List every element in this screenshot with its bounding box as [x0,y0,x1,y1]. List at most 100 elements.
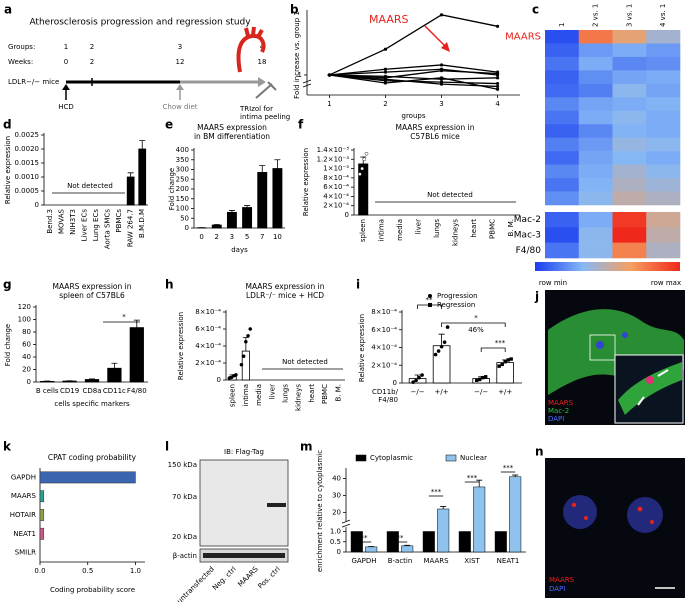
y-tick-label: 120 [18,303,31,311]
x-tick-label: 0.5 [82,567,93,575]
heat-cell [612,137,647,152]
heat-cell [646,124,681,138]
y-tick-label: 30 [332,491,341,499]
data-point [362,157,367,162]
y-tick-label: 2×10⁻⁴ [371,361,397,369]
data-point [414,378,418,383]
nucleus [563,495,597,529]
axis-break [341,519,351,528]
data-point [442,340,447,344]
row-label: Mac-2 [514,215,541,225]
panel-letter: k [3,440,12,454]
x-tick-label: 10 [273,233,282,241]
y-tick-label: SMILR [15,549,36,557]
blot-title: IB: Flag-Tag [224,448,264,456]
legend-label: Mac-2 [548,407,569,415]
point [439,13,444,17]
x-tick-label: F4/80 [127,387,147,395]
timeline-arrow [258,77,266,87]
tissue-stain [618,362,682,415]
panel-j: j MAARS Mac-2 DAPI [534,290,685,425]
error-bar [111,362,118,369]
axis-gap [343,521,349,528]
heat-cell [578,212,613,228]
x-tick-label: PBMC [321,384,329,404]
x-tick-label: CD19 [60,387,79,395]
point [495,76,500,80]
series-line [329,70,498,79]
annotation: *** [431,488,442,496]
heat-cell [612,212,647,228]
point [439,69,444,73]
error-bar [476,479,483,487]
bar [358,163,369,216]
heat-cell [578,178,613,192]
y-axis-label: Relative expression [4,136,12,204]
point [495,84,500,89]
series-line [329,74,498,90]
data-point [478,377,482,382]
x-tick-label: 7 [260,233,264,241]
x-tick-label: 5 [245,233,249,241]
y-tick-label: 60 [22,341,31,349]
y-tick-label: 4×10⁻⁴ [323,192,349,200]
label-arrow [424,25,448,49]
x-tick-label: B cells [36,387,59,395]
x-tick-label: 2 [383,100,387,108]
y-tick-label: 6×10⁻⁴ [323,183,349,191]
row-label: MAARS [505,32,541,43]
panel-letter: g [3,278,12,292]
bar [437,508,450,553]
heat-cell [578,43,613,58]
bar [401,545,414,553]
annotation: ** [361,534,369,542]
y-axis-label: Relative expression [177,312,185,380]
heat-cell [646,137,681,152]
harvest-label: intima peeling [240,113,290,121]
x-tick-label: heart [470,219,478,238]
panel-letter: e [165,118,173,132]
x-tick-label: 0 [199,233,203,241]
y-tick-label: 6×10⁻⁴ [195,325,221,333]
heat-cell [646,212,681,228]
chart-title: MAARS expression in [246,282,325,291]
y-axis-label: Fold change [4,324,12,366]
heat-cell [646,70,681,85]
y-tick-label: 400 [176,146,189,154]
annotation: *** [467,474,478,482]
y-axis-label: Fold increase vs. group 1 [293,11,301,99]
annotation: * [122,313,126,321]
chart-title: in BM differentiation [194,132,270,141]
legend-label: Nuclear [460,454,487,462]
zoom-box [589,334,616,361]
x-axis-label: F4/80 [378,396,398,404]
marker-label: 20 kDa [172,533,197,541]
point [439,76,444,80]
y-tick-label: MAARS [11,492,37,500]
y-tick-label: NEAT1 [13,530,36,538]
scale-label: row min [539,279,567,287]
error-bar [127,172,134,177]
x-tick-label: PBMC [488,219,496,239]
chart-title: MAARS expression in [396,123,475,132]
x-tick-label: B.M.D.M [138,209,146,238]
point [495,24,500,28]
series-line [329,74,498,88]
data-point [433,352,438,357]
heat-cell [545,137,580,152]
heat-cell [612,70,647,85]
y-tick-label: 0 [35,201,39,209]
maars-dot [584,516,588,520]
maars-dot [650,520,654,524]
bar [62,380,77,383]
x-tick-label: liver [268,384,276,399]
heat-cell [545,30,580,44]
heat-cell [612,242,647,259]
panel-letter: c [532,3,539,17]
x-tick-label: +/+ [498,388,512,396]
annotation: 46% [468,326,484,334]
chow-arrowhead [176,84,184,90]
data-point [364,151,369,156]
nucleus [596,341,604,349]
annotation: Not detected [282,358,328,366]
